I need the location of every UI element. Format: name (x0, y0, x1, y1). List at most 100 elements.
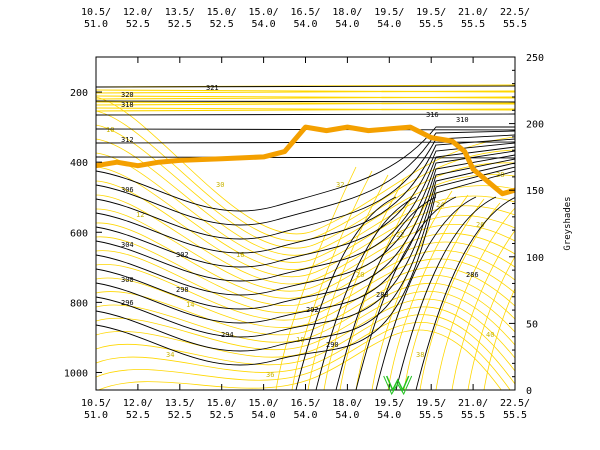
theta-contour (96, 158, 515, 324)
y-right-tick-label: 250 (526, 53, 544, 64)
theta-contour (96, 146, 515, 282)
x-top-tick-label-lon: 16.5/ (290, 7, 320, 18)
y-left-tick-label: 400 (70, 158, 88, 169)
theta-contour (315, 196, 417, 390)
x-bottom-tick-label-lat: 55.5 (503, 410, 527, 421)
wind-contour (96, 250, 515, 314)
theta-contour (395, 196, 497, 390)
wind-contour (96, 274, 515, 336)
wind-contour-label: 22 (396, 231, 404, 239)
wind-contour-label: 14 (186, 301, 194, 309)
x-bottom-tick-label-lon: 22.5/ (500, 398, 530, 409)
wind-contour (96, 102, 515, 106)
x-bottom-tick-label-lon: 16.5/ (290, 398, 320, 409)
theta-contour-label: 302 (176, 251, 189, 259)
y-right-tick-label: 100 (526, 253, 544, 264)
x-top-tick-label-lon: 21.0/ (458, 7, 488, 18)
theta-contour (96, 170, 515, 366)
wind-contour (96, 110, 515, 242)
wind-contour (387, 194, 469, 390)
wind-contour (435, 207, 515, 390)
theta-contour-label: 321 (206, 84, 219, 92)
wind-contour (97, 329, 502, 390)
wind-contour (96, 108, 515, 112)
wind-contour (96, 166, 515, 271)
wind-contour (96, 96, 515, 100)
x-bottom-tick-label-lat: 52.5 (126, 410, 150, 421)
x-bottom-tick-label-lat: 52.5 (168, 410, 192, 421)
x-top-tick-label-lon: 18.0/ (332, 7, 362, 18)
wind-contour (96, 258, 515, 321)
x-bottom-tick-label-lat: 55.5 (461, 410, 485, 421)
y-right-tick-label: 200 (526, 120, 544, 131)
theta-contour-label: 306 (121, 186, 134, 194)
theta-contour (295, 196, 397, 390)
x-top-tick-label-lat: 55.5 (503, 19, 527, 30)
x-bottom-tick-label-lat: 54.0 (252, 410, 276, 421)
wind-contour-label: 16 (236, 251, 244, 259)
theta-contour (96, 130, 515, 226)
theta-contour (355, 196, 457, 390)
theta-contour (96, 150, 515, 296)
x-top-tick-label-lon: 10.5/ (81, 7, 111, 18)
wind-contour (323, 178, 405, 390)
wind-contour (355, 186, 437, 390)
wind-contour-label: 40 (486, 331, 494, 339)
wind-contour (96, 96, 515, 235)
x-bottom-tick-label-lat: 51.0 (84, 410, 108, 421)
wind-contour (307, 174, 389, 390)
marker-w-outline (383, 375, 413, 396)
x-bottom-tick-label-lat: 54.0 (335, 410, 359, 421)
theta-contour (96, 142, 515, 268)
theta-contour-label: 304 (121, 241, 134, 249)
x-bottom-tick-label-lon: 19.5/ (416, 398, 446, 409)
x-top-tick-label-lat: 54.0 (293, 19, 317, 30)
wind-contour-label: 20 (356, 271, 364, 279)
wind-contour (96, 194, 515, 285)
theta-contour-label: 294 (221, 331, 234, 339)
theta-contour (96, 113, 515, 116)
theta-contour (96, 100, 515, 103)
wind-contour (371, 190, 453, 390)
x-top-tick-label-lon: 12.0/ (123, 7, 153, 18)
wind-contour (451, 230, 515, 390)
wind-contour-label: 34 (166, 351, 174, 359)
x-top-tick-label-lon: 22.5/ (500, 7, 530, 18)
theta-contour-label: 288 (376, 291, 389, 299)
theta-contour-label: 290 (326, 341, 339, 349)
x-top-tick-label-lat: 51.0 (84, 19, 108, 30)
wind-contour-label: 10 (106, 126, 114, 134)
x-bottom-tick-label-lon: 15.0/ (249, 398, 279, 409)
wind-contour (483, 287, 515, 390)
wind-contour (96, 314, 515, 385)
x-bottom-tick-label-lat: 54.0 (377, 410, 401, 421)
theta-contour (335, 196, 437, 390)
wind-contour-label: 36 (266, 371, 274, 379)
wind-contour-label: 26 (476, 221, 484, 229)
wind-contour (467, 256, 515, 390)
x-bottom-tick-label-lat: 55.5 (419, 410, 443, 421)
y-left-tick-label: 800 (70, 298, 88, 309)
x-top-tick-label-lat: 54.0 (377, 19, 401, 30)
theta-contour (96, 126, 515, 212)
wind-contour (275, 166, 357, 390)
wind-contour (96, 152, 515, 263)
x-top-tick-label-lon: 15.0/ (207, 7, 237, 18)
theta-contour (96, 166, 515, 352)
wind-contour (96, 222, 515, 299)
theta-contour-label: 296 (121, 299, 134, 307)
theta-contour (415, 197, 515, 390)
wind-contour-label: 24 (436, 201, 444, 209)
theta-contour-label: 300 (121, 276, 134, 284)
y-left-tick-label: 600 (70, 228, 88, 239)
wind-contour (96, 138, 515, 256)
x-top-tick-label-lat: 52.5 (126, 19, 150, 30)
wind-contour (403, 198, 485, 390)
wind-contour (96, 298, 515, 359)
theta-contour (96, 134, 515, 240)
x-top-tick-label-lon: 13.5/ (165, 7, 195, 18)
theta-contour-label: 316 (426, 111, 439, 119)
x-bottom-tick-label-lon: 21.0/ (458, 398, 488, 409)
x-top-tick-label-lon: 15.0/ (249, 7, 279, 18)
